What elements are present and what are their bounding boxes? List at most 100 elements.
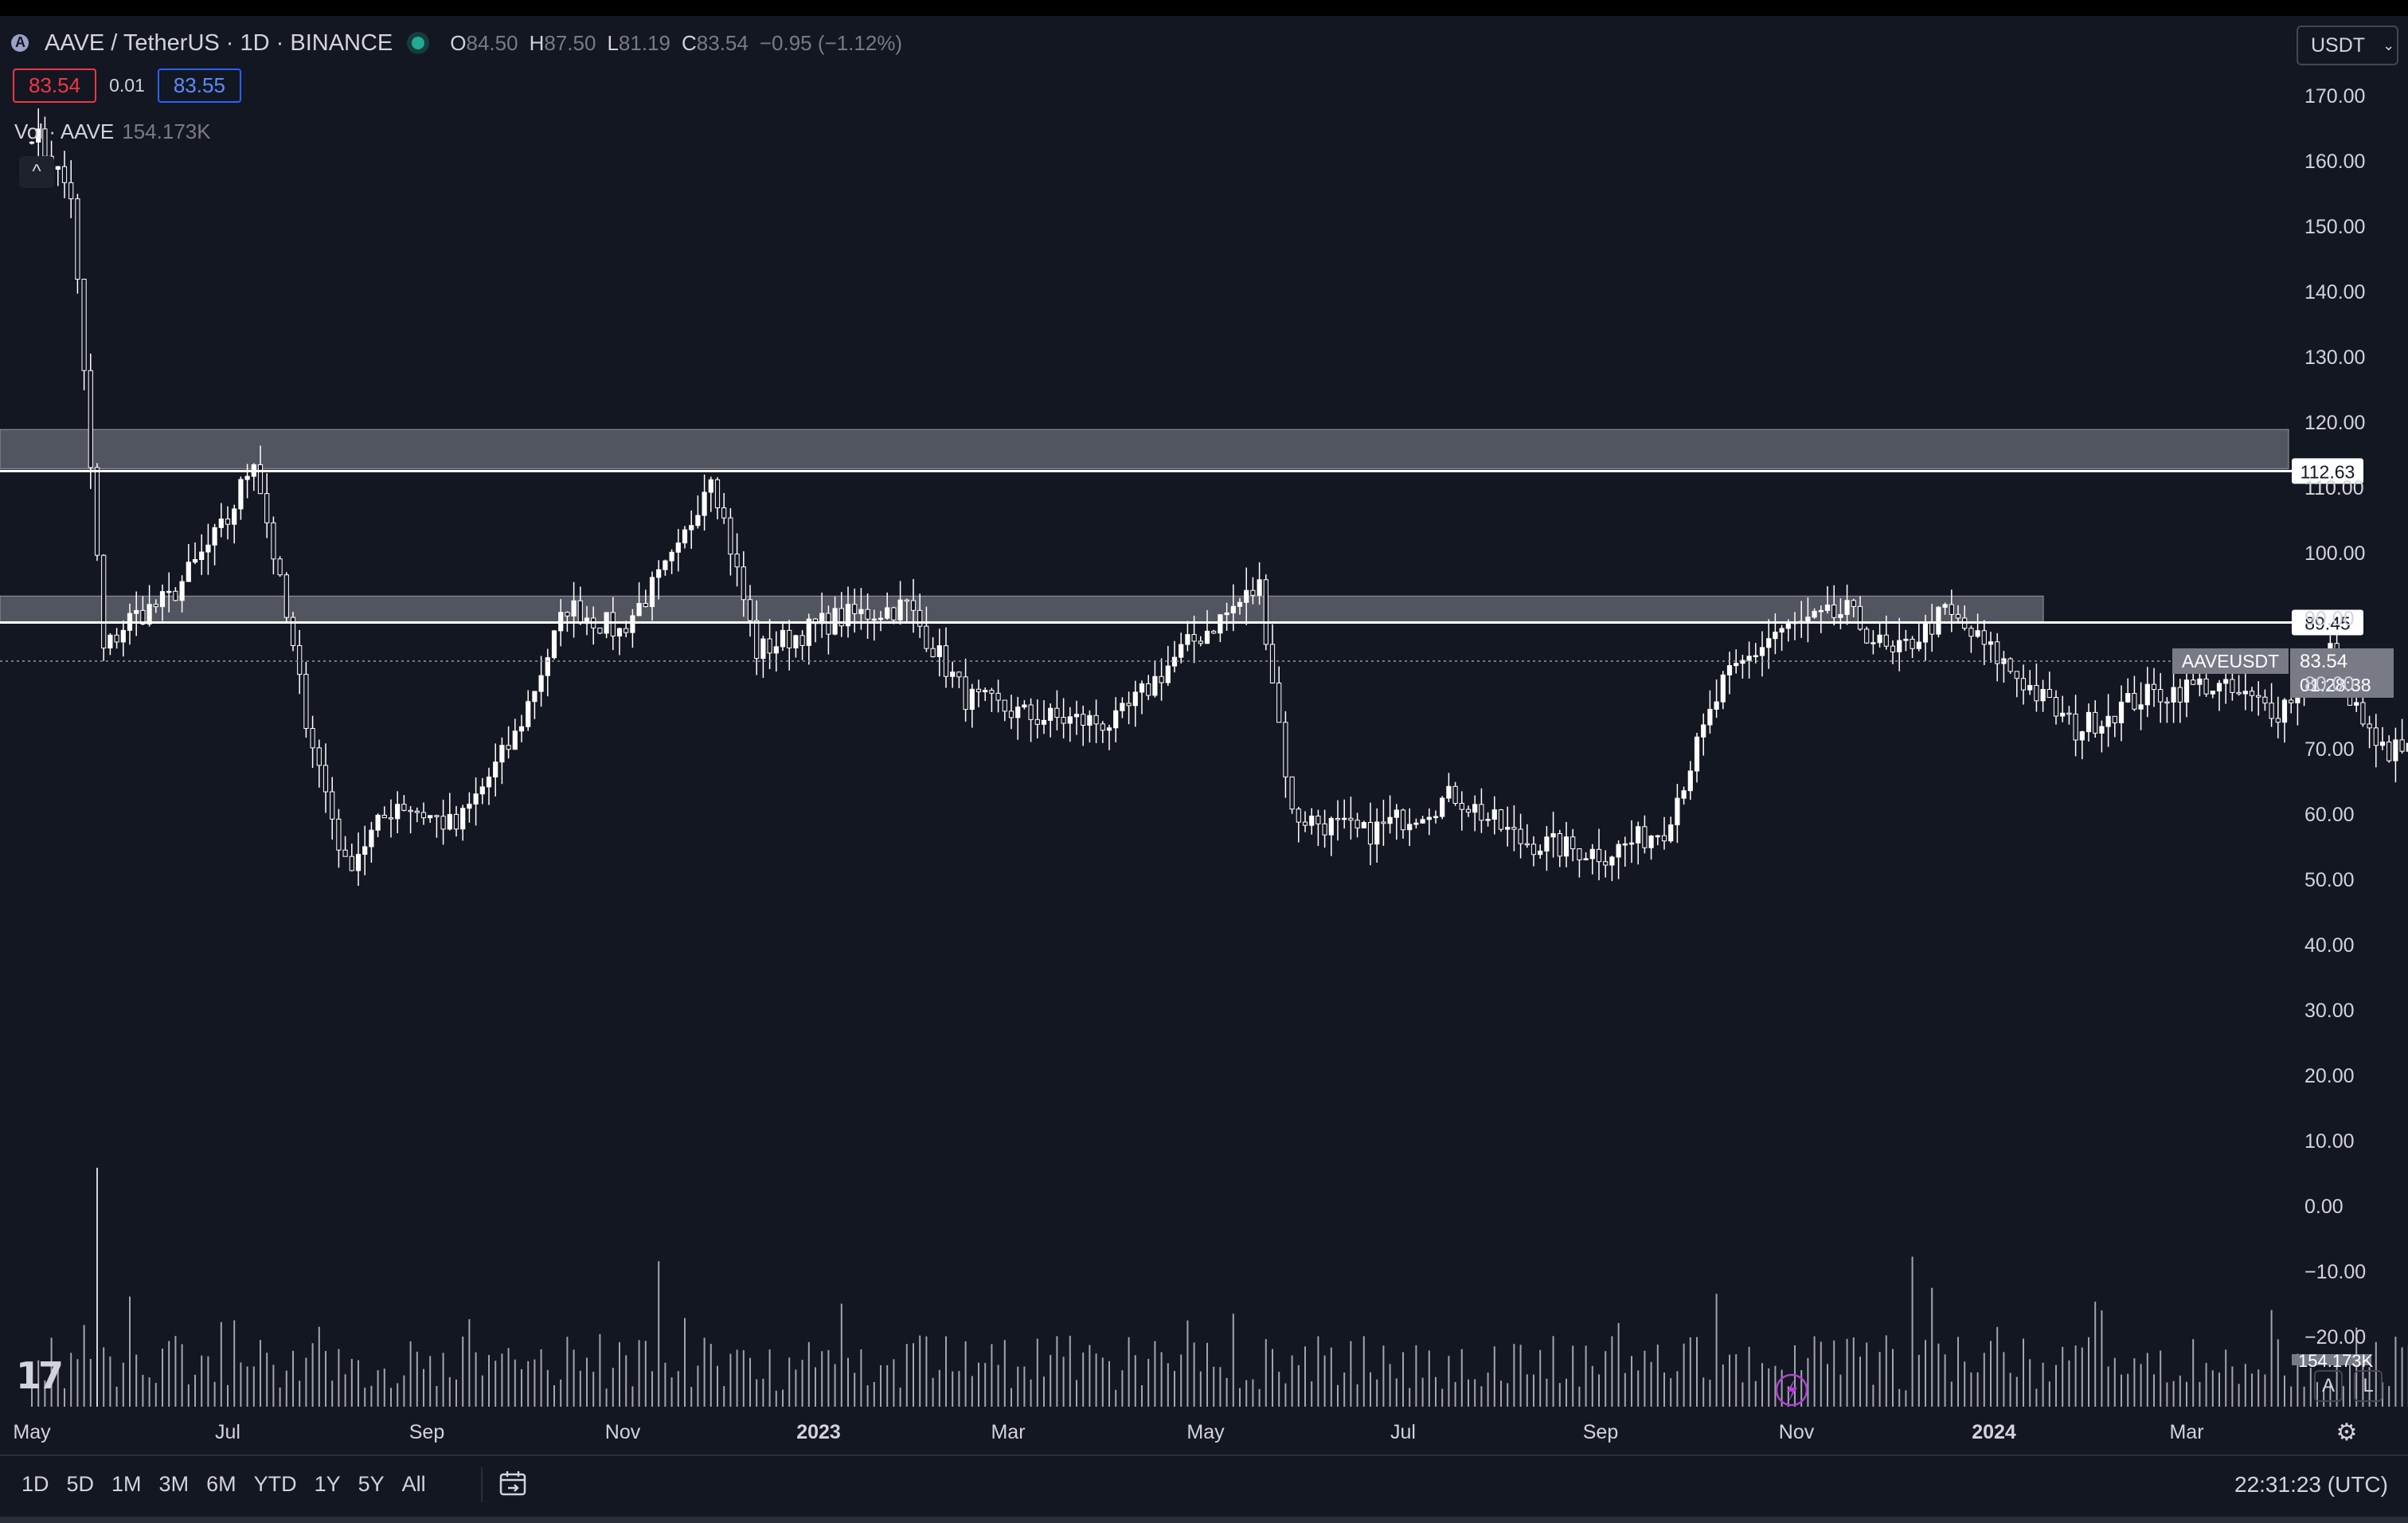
candle [747, 599, 753, 621]
candle [1995, 641, 2000, 664]
candle [689, 525, 694, 531]
candle [349, 855, 354, 871]
candle [2066, 712, 2072, 715]
candle [2014, 671, 2019, 679]
buy-button[interactable]: 83.55 [157, 69, 241, 103]
window-top-strip [0, 0, 2408, 16]
candle [1557, 833, 1562, 857]
range-6m-button[interactable]: 6M [206, 1472, 236, 1496]
candle [257, 464, 264, 495]
candle [1524, 843, 1530, 846]
candle [1289, 776, 1295, 810]
x-tick-label: Nov [1779, 1421, 1815, 1443]
candle [1146, 683, 1151, 696]
range-buttons: 1D 5D 1M 3M 6M YTD 1Y 5Y All [13, 1466, 435, 1503]
volume-legend[interactable]: Vol · AAVE 154.173K [14, 119, 211, 144]
candle [891, 607, 897, 621]
range-all-button[interactable]: All [401, 1472, 426, 1496]
candle [1538, 850, 1543, 855]
utc-clock[interactable]: 22:31:23 (UTC) [2234, 1472, 2388, 1497]
candle [2230, 679, 2235, 693]
candle [1949, 604, 1954, 615]
candle [1596, 848, 1602, 863]
candle [1328, 817, 1334, 836]
symbol-title[interactable]: AAVE / TetherUS · 1D · BINANCE [45, 29, 393, 56]
currency-select[interactable]: USDT ⌄ [2297, 25, 2398, 65]
candle [493, 762, 498, 777]
close-label: C [682, 30, 697, 55]
range-5d-button[interactable]: 5D [66, 1472, 95, 1496]
candle [2289, 699, 2294, 703]
candle [624, 628, 629, 633]
candle [1446, 785, 1452, 799]
candle [2386, 742, 2392, 762]
candle [2216, 683, 2222, 692]
candle [1563, 836, 1570, 857]
candle [420, 812, 427, 819]
candle [1897, 640, 1902, 652]
candle [924, 625, 929, 649]
range-1y-button[interactable]: 1Y [314, 1472, 341, 1496]
range-ytd-button[interactable]: YTD [253, 1472, 297, 1496]
candle [1968, 628, 1974, 637]
candle [1603, 861, 1609, 866]
candle [1648, 836, 1654, 848]
sell-button[interactable]: 83.54 [13, 69, 97, 103]
y-tick-label: 130.00 [2304, 346, 2365, 369]
log-scale-button[interactable]: L [2354, 1370, 2383, 1402]
symbol-legend[interactable]: AAVE / TetherUS · 1D · BINANCE O84.50 H8… [11, 27, 902, 59]
candle [1870, 642, 1876, 644]
candle [1479, 804, 1484, 821]
zone-resistance-lower[interactable] [0, 595, 2044, 624]
candle [2118, 701, 2125, 723]
candle [1171, 656, 1178, 667]
candle [1981, 630, 1987, 645]
candle [1714, 701, 1719, 710]
candle [277, 558, 283, 576]
countdown-value: 01:28:38 [2300, 675, 2371, 695]
candle [271, 522, 276, 560]
candle [1491, 809, 1497, 820]
candle [1687, 770, 1693, 792]
candle [577, 600, 583, 624]
candle [1661, 835, 1667, 842]
candle [303, 674, 309, 729]
candle [897, 599, 903, 621]
candle [55, 166, 61, 170]
zones-layer [0, 429, 2289, 624]
candle [199, 551, 205, 560]
candle [330, 791, 335, 820]
candle [2099, 726, 2105, 734]
tradingview-logo-icon[interactable]: 17 [16, 1354, 64, 1397]
candle [2105, 715, 2111, 727]
close-value: 83.54 [696, 30, 749, 55]
range-1d-button[interactable]: 1D [22, 1472, 49, 1496]
candle [741, 566, 746, 601]
y-axis: 170.00 160.00 150.00 140.00 130.00 120.00 110.… [2304, 85, 2366, 1349]
symbol-badge-background [2172, 648, 2289, 674]
calendar-icon[interactable] [498, 1470, 527, 1496]
zone-resistance-upper[interactable] [0, 429, 2289, 469]
range-3m-button[interactable]: 3M [158, 1472, 190, 1496]
range-5y-button[interactable]: 5Y [358, 1472, 385, 1496]
candle [2183, 679, 2190, 703]
candle [526, 701, 531, 727]
candle [401, 804, 407, 811]
gear-icon[interactable]: ⚙ [2336, 1419, 2358, 1446]
auto-scale-button[interactable]: A [2314, 1370, 2343, 1402]
candle [101, 554, 107, 649]
collapse-legend-button[interactable]: ^ [19, 156, 54, 188]
candle [1890, 645, 1896, 652]
range-1m-button[interactable]: 1M [111, 1472, 142, 1496]
candle [734, 554, 740, 568]
candle [414, 810, 420, 813]
badge-background [2292, 458, 2363, 484]
candle [1609, 856, 1615, 866]
candle [375, 814, 381, 831]
candle [1498, 809, 1504, 830]
lines-layer: 112.63 89.45 AAVEUSDT 83.54 01:28:38 154.173K [0, 458, 2394, 1407]
candle [682, 529, 688, 544]
x-tick-label: Sep [409, 1421, 444, 1443]
candle [845, 604, 851, 627]
